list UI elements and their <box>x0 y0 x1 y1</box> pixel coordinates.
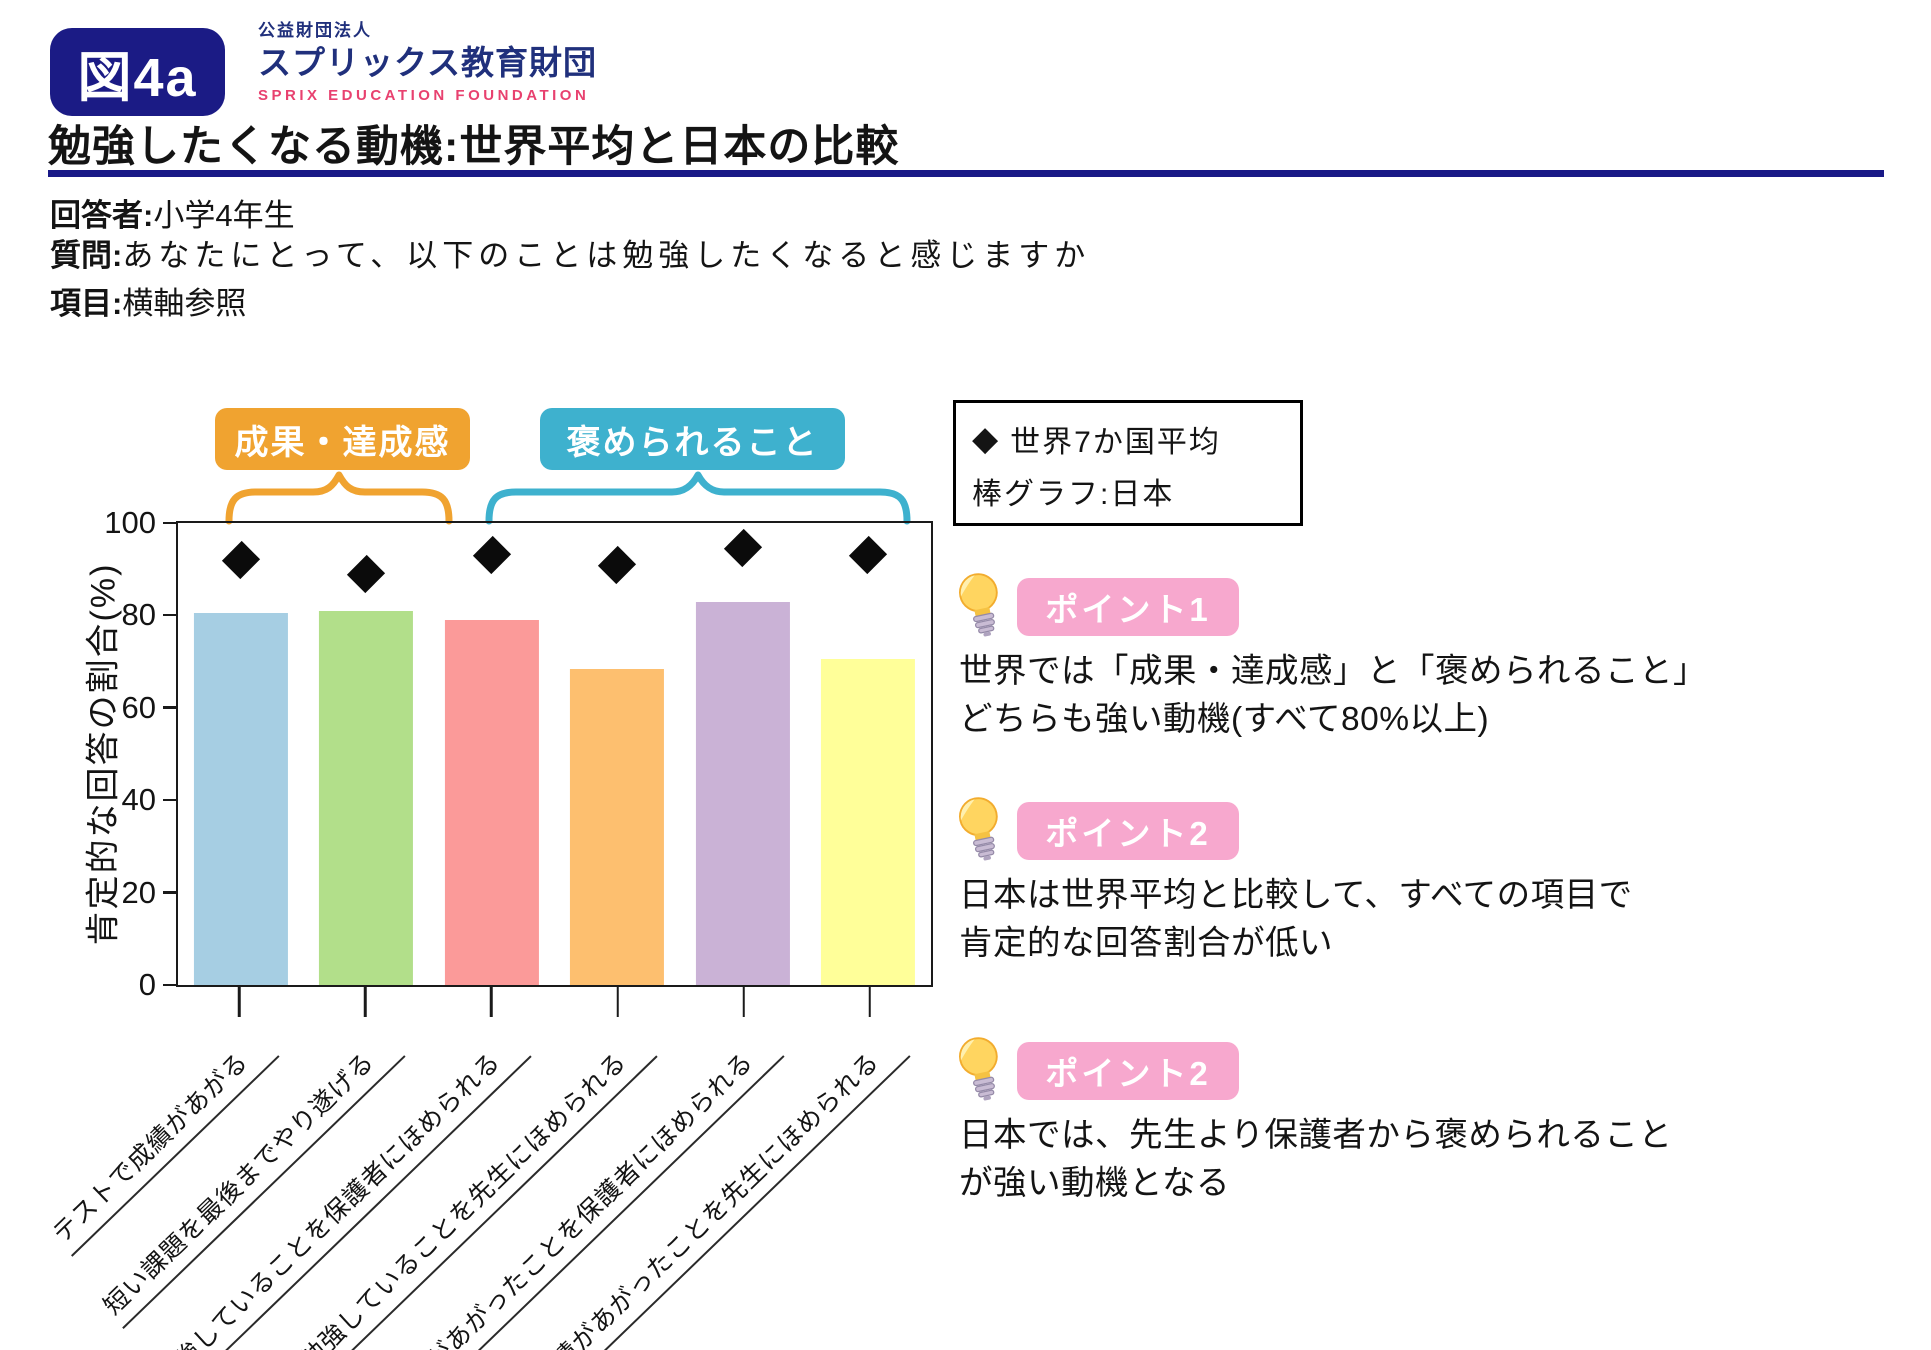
meta-respondent-value: 小学4年生 <box>153 198 295 233</box>
lightbulb-icon <box>959 573 998 637</box>
bar-chart-plot-area: 0 20 40 60 80 100 <box>104 505 933 1002</box>
point-3-text: 日本では、先生より保護者から褒められること が強い動機となる <box>959 1112 1672 1208</box>
meta-item-value: 横軸参照 <box>122 286 247 321</box>
brace-achievement <box>225 471 453 525</box>
y-tick <box>163 706 176 709</box>
meta-item: 項目:横軸参照 <box>50 278 246 323</box>
world-average-diamond-5 <box>723 529 762 568</box>
point-1-badge: ポイント1 <box>1017 578 1239 636</box>
legend-japan-row: 棒グラフ:日本 <box>972 465 1300 517</box>
japan-bar-3 <box>444 620 539 985</box>
y-tick <box>163 521 176 524</box>
meta-question-value: あなたにとって、以下のことは勉強したくなると感じますか <box>122 238 1091 273</box>
x-tick <box>364 987 367 1017</box>
legend-box: ◆ 世界7か国平均 棒グラフ:日本 <box>953 400 1303 526</box>
y-tick <box>163 983 176 986</box>
y-tick-label: 80 <box>121 597 156 633</box>
figure-number-badge: 図4a <box>50 28 225 116</box>
point-3-line-2: が強い動機となる <box>959 1165 1230 1203</box>
y-tick-label: 0 <box>138 967 156 1002</box>
meta-item-label: 項目: <box>50 286 123 321</box>
x-category-label-1: テストで成績があがる <box>41 1025 280 1257</box>
x-tick <box>490 987 493 1017</box>
legend-world-row: ◆ 世界7か国平均 <box>972 413 1300 465</box>
foundation-logo: 公益財団法人 スプリックス教育財団 SPRIX EDUCATION FOUNDA… <box>258 22 597 103</box>
page-title: 勉強したくなる動機:世界平均と日本の比較 <box>48 123 900 171</box>
japan-bar-1 <box>193 613 288 985</box>
point-block-3: ポイント2 日本では、先生より保護者から褒められること が強い動機となる <box>955 1036 1931 1256</box>
japan-bar-6 <box>821 659 916 985</box>
point-3-line-1: 日本では、先生より保護者から褒められること <box>959 1117 1673 1154</box>
japan-bar-2 <box>319 610 414 985</box>
legend-japan-label: 棒グラフ:日本 <box>972 478 1175 511</box>
group-badge-achievement: 成果・達成感 <box>215 408 470 470</box>
world-average-diamond-3 <box>472 536 511 575</box>
group-badge-praise: 褒められること <box>540 408 845 470</box>
legend-world-label: 世界7か国平均 <box>1010 426 1221 459</box>
lightbulb-icon <box>959 797 998 861</box>
logo-org-type: 公益財団法人 <box>258 21 372 40</box>
world-diamond-marker: ◆ <box>972 420 1001 458</box>
world-average-diamond-2 <box>347 554 386 593</box>
point-2-badge: ポイント2 <box>1017 802 1239 860</box>
x-tick <box>868 987 872 1017</box>
world-average-diamond-1 <box>221 540 260 580</box>
meta-respondent: 回答者:小学4年生 <box>50 190 295 235</box>
y-axis-title: 肯定的な回答の割合(%) <box>84 562 123 946</box>
y-tick-label: 40 <box>121 782 156 818</box>
y-tick <box>163 891 176 894</box>
world-average-diamond-6 <box>849 536 888 575</box>
point-block-1: ポイント1 世界では「成果・達成感」と「褒められること」 どちらも強い動機(すべ… <box>955 572 1931 792</box>
japan-bar-5 <box>695 601 790 985</box>
x-tick <box>616 987 619 1017</box>
title-underline <box>48 170 1884 177</box>
point-2-line-2: 肯定的な回答割合が低い <box>959 925 1333 963</box>
y-tick <box>163 613 176 617</box>
meta-respondent-label: 回答者: <box>50 198 154 233</box>
japan-bar-4 <box>570 668 665 985</box>
x-tick <box>237 987 241 1017</box>
point-block-2: ポイント2 日本は世界平均と比較して、すべての項目で 肯定的な回答割合が低い <box>955 796 1931 1016</box>
point-1-line-2: どちらも強い動機(すべて80%以上) <box>959 701 1490 739</box>
x-tick <box>742 987 745 1017</box>
point-1-text: 世界では「成果・達成感」と「褒められること」 どちらも強い動機(すべて80%以上… <box>959 648 1707 744</box>
logo-org-name: スプリックス教育財団 <box>258 44 598 81</box>
world-average-diamond-4 <box>598 545 637 584</box>
meta-question-label: 質問: <box>50 238 123 273</box>
lightbulb-icon <box>959 1037 998 1101</box>
y-tick-label: 60 <box>121 689 156 725</box>
y-tick-label: 100 <box>104 505 156 540</box>
logo-org-name-en: SPRIX EDUCATION FOUNDATION <box>258 87 590 104</box>
y-tick-label: 20 <box>121 874 156 910</box>
point-1-line-1: 世界では「成果・達成感」と「褒められること」 <box>959 653 1707 690</box>
point-2-text: 日本は世界平均と比較して、すべての項目で 肯定的な回答割合が低い <box>959 872 1633 968</box>
point-3-badge: ポイント2 <box>1017 1042 1239 1100</box>
y-tick <box>163 798 176 802</box>
meta-question: 質問:あなたにとって、以下のことは勉強したくなると感じますか <box>50 230 1090 275</box>
brace-praise <box>485 471 911 525</box>
point-2-line-1: 日本は世界平均と比較して、すべての項目で <box>959 877 1633 914</box>
